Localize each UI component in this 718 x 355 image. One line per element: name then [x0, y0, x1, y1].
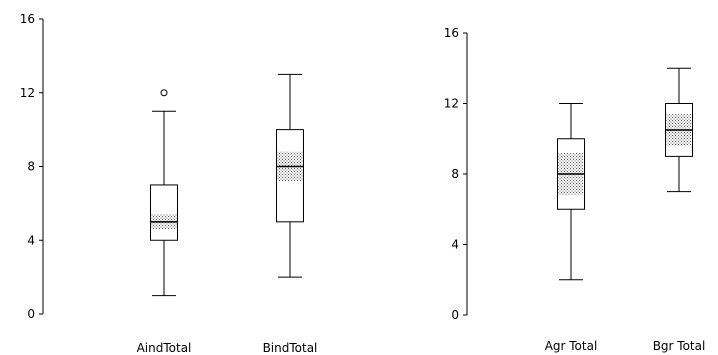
y-tick-label: 16: [20, 12, 35, 26]
y-tick-label: 4: [451, 238, 459, 252]
y-tick-label: 8: [451, 167, 459, 181]
category-label: Bgr Total: [653, 339, 706, 353]
y-tick-label: 4: [27, 233, 35, 247]
category-label: AindTotal: [137, 341, 192, 355]
category-label: Agr Total: [545, 339, 598, 353]
y-tick-label: 16: [444, 26, 459, 40]
right-boxplot-panel: 0 4 8 12 16 Agr Total Bgr Total: [444, 26, 706, 353]
left-boxplot-panel: 0 4 8 12 16 AindTotal BindTotal: [20, 12, 318, 355]
category-label: BindTotal: [263, 341, 318, 355]
outlier-point: [160, 89, 168, 97]
y-tick-label: 12: [444, 97, 459, 111]
iqr-box: [150, 184, 178, 241]
y-tick-label: 12: [20, 86, 35, 100]
y-tick-label: 0: [27, 307, 35, 321]
y-tick-label: 8: [27, 160, 35, 174]
y-tick-label: 0: [451, 308, 459, 322]
